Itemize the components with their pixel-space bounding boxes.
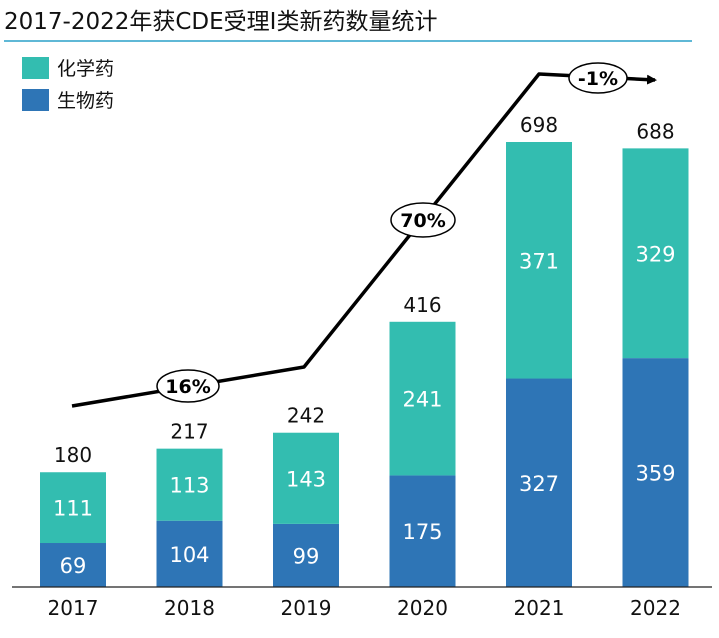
total-label-2019: 242 — [287, 404, 325, 428]
data-label-bio-2017: 69 — [60, 554, 87, 578]
data-label-chemical-2018: 113 — [169, 474, 209, 498]
bar-bio-2022 — [622, 358, 689, 587]
data-label-chemical-2021: 371 — [519, 249, 559, 273]
bar-chemical-2022 — [622, 148, 689, 359]
bar-bio-2021 — [506, 378, 572, 587]
data-label-bio-2019: 99 — [293, 544, 320, 568]
data-label-chemical-2020: 241 — [402, 388, 442, 412]
growth-label-1: 16% — [165, 376, 210, 398]
total-label-2022: 688 — [636, 119, 674, 143]
bar-chemical-2020 — [389, 321, 456, 476]
total-label-2021: 698 — [520, 113, 558, 137]
chart-title: 2017-2022年获CDE受理I类新药数量统计 — [4, 9, 438, 35]
growth-badge-1 — [156, 369, 220, 403]
total-label-2020: 416 — [403, 293, 441, 317]
legend-label-chemical: 化学药 — [57, 58, 115, 80]
bar-chemical-2019 — [273, 432, 339, 524]
bar-bio-2017 — [40, 543, 106, 587]
legend-item-chemical: 化学药 — [22, 54, 114, 81]
growth-badge-2 — [390, 202, 456, 238]
growth-label-3: -1% — [578, 68, 618, 90]
total-label-2018: 217 — [170, 420, 208, 444]
x-tick-label-2019: 2019 — [281, 596, 332, 620]
bar-bio-2018 — [156, 520, 223, 587]
data-label-chemical-2017: 111 — [53, 497, 93, 521]
growth-badge-3 — [568, 62, 628, 94]
data-label-bio-2020: 175 — [402, 520, 442, 544]
bar-chemical-2021 — [506, 142, 572, 379]
bar-chemical-2017 — [40, 472, 106, 544]
legend-label-bio: 生物药 — [57, 90, 115, 112]
x-tick-label-2020: 2020 — [397, 596, 448, 620]
growth-label-2: 70% — [400, 210, 445, 232]
legend-swatch-chemical — [22, 56, 49, 79]
bar-bio-2019 — [273, 523, 339, 587]
x-tick-label-2021: 2021 — [514, 596, 565, 620]
x-tick-label-2022: 2022 — [630, 596, 681, 620]
data-label-bio-2021: 327 — [519, 472, 559, 496]
total-label-2017: 180 — [54, 443, 92, 467]
bar-bio-2020 — [389, 475, 456, 587]
data-label-chemical-2022: 329 — [635, 242, 675, 266]
bar-chemical-2018 — [156, 448, 223, 521]
legend-item-bio: 生物药 — [22, 86, 114, 113]
data-label-bio-2022: 359 — [635, 462, 675, 486]
x-tick-label-2018: 2018 — [164, 596, 215, 620]
x-tick-label-2017: 2017 — [48, 596, 99, 620]
legend-swatch-bio — [22, 88, 49, 111]
data-label-bio-2018: 104 — [169, 543, 209, 567]
data-label-chemical-2019: 143 — [286, 467, 326, 491]
